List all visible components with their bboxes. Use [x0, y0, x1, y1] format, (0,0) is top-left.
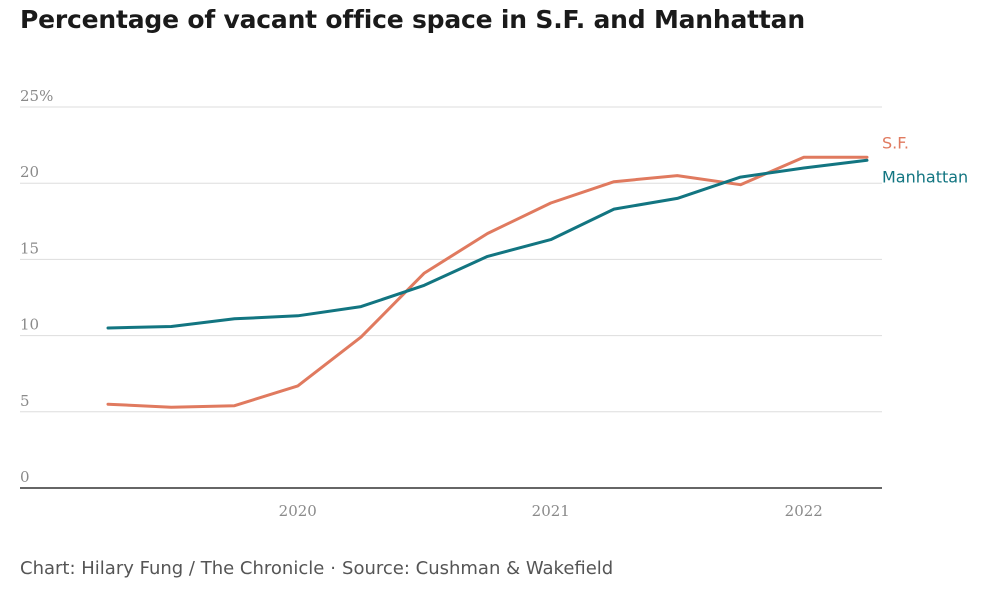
gridlines: [20, 106, 882, 489]
x-axis-ticks: 2020 2021 2022: [279, 502, 823, 520]
y-axis-ticks: 0 5 10 15 20 25%: [20, 87, 53, 486]
credit-separator: ·: [330, 558, 337, 579]
x-tick-label: 2021: [532, 502, 570, 520]
y-tick-label: 0: [20, 468, 30, 486]
chart-credit: Chart: Hilary Fung / The Chronicle · Sourc…: [20, 558, 613, 579]
credit-source: Source: Cushman & Wakefield: [342, 558, 614, 579]
credit-author: Chart: Hilary Fung / The Chronicle: [20, 558, 325, 579]
series-line-s-f: [106, 155, 869, 409]
y-tick-label: 25%: [20, 87, 53, 105]
series-label-s-f: S.F.: [882, 133, 909, 152]
y-tick-label: 5: [20, 392, 30, 410]
y-tick-label: 20: [20, 163, 39, 181]
y-tick-label: 15: [20, 239, 39, 257]
x-tick-label: 2020: [279, 502, 317, 520]
series-labels: S.F. Manhattan: [882, 133, 968, 186]
x-tick-label: 2022: [785, 502, 823, 520]
series-label-manhattan: Manhattan: [882, 167, 968, 186]
series-lines: [106, 155, 869, 409]
chart-title: Percentage of vacant office space in S.F…: [20, 5, 805, 34]
series-line-manhattan: [106, 158, 869, 330]
y-tick-label: 10: [20, 316, 39, 334]
